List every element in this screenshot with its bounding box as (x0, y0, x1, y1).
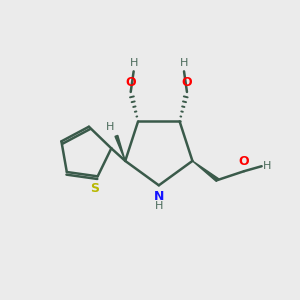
Text: S: S (90, 182, 99, 195)
Text: O: O (239, 155, 249, 168)
Text: O: O (125, 76, 136, 89)
Text: H: H (180, 58, 188, 68)
Text: H: H (106, 122, 114, 132)
Polygon shape (192, 161, 218, 182)
Text: O: O (182, 76, 192, 89)
Polygon shape (115, 135, 125, 161)
Text: H: H (263, 161, 271, 171)
Text: H: H (130, 58, 138, 68)
Text: N: N (154, 190, 165, 203)
Text: H: H (155, 201, 164, 211)
